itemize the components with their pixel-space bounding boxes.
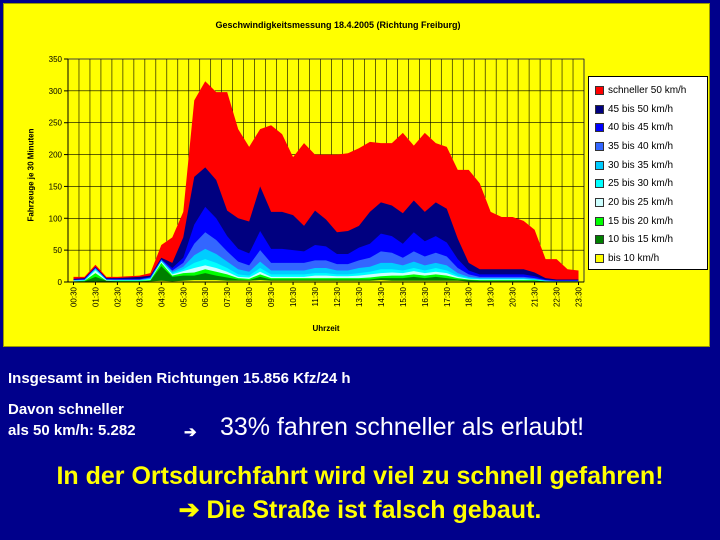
x-tick-label: 07:30 [223,286,232,307]
legend-swatch [595,85,604,95]
x-tick-label: 17:30 [443,286,452,307]
x-tick-label: 06:30 [201,286,210,307]
x-tick-label: 01:30 [91,286,100,307]
area-chart: Geschwindigkeitsmessung 18.4.2005 (Richt… [49,20,585,333]
x-axis-label: Uhrzeit [312,324,339,333]
legend-swatch [595,179,604,189]
chart-title: Geschwindigkeitsmessung 18.4.2005 (Richt… [215,20,460,30]
y-tick-label: 50 [53,246,62,255]
x-tick-label: 22:30 [553,286,562,307]
legend-item: bis 10 km/h [595,249,707,268]
legend-item: 40 bis 45 km/h [595,118,707,137]
legend-label: 15 bis 20 km/h [608,215,674,227]
legend-swatch [595,216,604,226]
legend-swatch [595,235,604,245]
y-tick-label: 200 [49,151,63,160]
legend-item: 20 bis 25 km/h [595,193,707,212]
chart-panel: Geschwindigkeitsmessung 18.4.2005 (Richt… [3,3,710,347]
legend-label: 25 bis 30 km/h [608,178,674,190]
faster-label-line1: Davon schneller [8,401,124,418]
legend-swatch [595,104,604,114]
conclusion-line2: ➔ Die Straße ist falsch gebaut. [178,496,542,524]
legend-label: 30 bis 35 km/h [608,159,674,171]
x-tick-label: 03:30 [135,286,144,307]
arrow-icon: ➔ [184,424,197,441]
area-series-10-bis-15-km-h [73,266,579,282]
legend-item: 35 bis 40 km/h [595,137,707,156]
x-tick-label: 12:30 [333,286,342,307]
x-tick-label: 21:30 [531,286,540,307]
x-tick-label: 10:30 [289,286,298,307]
x-tick-label: 23:30 [575,286,584,307]
total-vehicles-text: Insgesamt in beiden Richtungen 15.856 Kf… [8,370,351,387]
x-tick-label: 09:30 [267,286,276,307]
legend-item: 25 bis 30 km/h [595,174,707,193]
y-tick-label: 350 [49,55,63,64]
legend-swatch [595,141,604,151]
legend-item: 15 bis 20 km/h [595,212,707,231]
y-axis-label: Fahrzeuge je 30 Minuten [26,128,36,222]
y-tick-label: 250 [49,119,63,128]
legend-label: 45 bis 50 km/h [608,103,674,115]
x-tick-label: 14:30 [377,286,386,307]
faster-label-line2: als 50 km/h: 5.282 [8,422,136,439]
x-tick-label: 16:30 [421,286,430,307]
legend-item: schneller 50 km/h [595,81,707,100]
y-tick-label: 300 [49,87,63,96]
y-tick-label: 0 [58,278,63,287]
legend-label: 40 bis 45 km/h [608,122,674,134]
legend-swatch [595,123,604,133]
legend-swatch [595,160,604,170]
x-tick-label: 11:30 [311,286,320,306]
conclusion-line1: In der Ortsdurchfahrt wird viel zu schne… [56,462,664,490]
legend-item: 10 bis 15 km/h [595,231,707,250]
legend-label: 20 bis 25 km/h [608,196,674,208]
legend-label: schneller 50 km/h [608,84,687,96]
x-tick-label: 08:30 [245,286,254,307]
x-tick-label: 20:30 [509,286,518,307]
legend-label: 10 bis 15 km/h [608,234,674,246]
x-tick-label: 00:30 [69,286,78,307]
chart-legend: schneller 50 km/h 45 bis 50 km/h 40 bis 45… [588,76,708,270]
percent-statement: 33% fahren schneller als erlaubt! [220,413,585,441]
legend-item: 30 bis 35 km/h [595,156,707,175]
x-tick-label: 04:30 [157,286,166,307]
x-tick-label: 18:30 [465,286,474,307]
x-tick-label: 15:30 [399,286,408,307]
legend-label: bis 10 km/h [608,253,660,265]
legend-swatch [595,254,604,264]
x-tick-label: 02:30 [113,286,122,307]
x-tick-label: 19:30 [487,286,496,307]
legend-swatch [595,197,604,207]
legend-label: 35 bis 40 km/h [608,140,674,152]
y-tick-label: 150 [49,182,63,191]
legend-item: 45 bis 50 km/h [595,100,707,119]
y-tick-label: 100 [49,214,63,223]
x-tick-label: 05:30 [179,286,188,307]
x-tick-label: 13:30 [355,286,364,307]
